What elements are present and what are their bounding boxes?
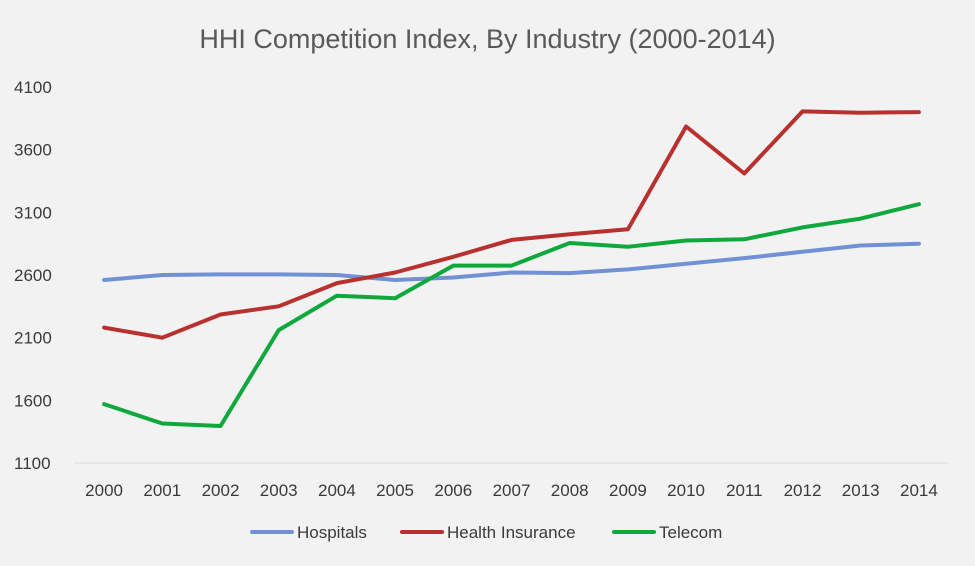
y-tick-label: 2600 (14, 266, 52, 285)
x-tick-label: 2000 (85, 481, 123, 500)
x-tick-label: 2012 (784, 481, 822, 500)
legend-label: Hospitals (297, 523, 367, 542)
series-line-telecom (102, 202, 921, 428)
legend-label: Telecom (659, 523, 722, 542)
x-tick-label: 2001 (143, 481, 181, 500)
chart-title: HHI Competition Index, By Industry (2000… (199, 24, 776, 54)
series-line-health-insurance (102, 109, 921, 340)
x-tick-label: 2008 (551, 481, 589, 500)
x-tick-label: 2007 (493, 481, 531, 500)
y-tick-label: 3100 (14, 203, 52, 222)
x-tick-label: 2002 (202, 481, 240, 500)
legend-label: Health Insurance (447, 523, 576, 542)
y-tick-label: 3600 (14, 141, 52, 160)
x-tick-label: 2004 (318, 481, 356, 500)
x-tick-label: 2013 (842, 481, 880, 500)
x-tick-label: 2010 (667, 481, 705, 500)
y-tick-label: 1100 (14, 454, 51, 473)
x-axis-ticks: 2000 2001 2002 2003 2004 2005 2006 2007 2008 2009… (85, 481, 938, 500)
y-tick-label: 1600 (14, 391, 52, 410)
legend: Hospitals Health Insurance Telecom (250, 523, 722, 542)
series-lines (102, 109, 921, 428)
y-axis-ticks: 1100 1600 2100 2600 3100 3600 4100 (14, 78, 52, 473)
x-tick-label: 2005 (376, 481, 414, 500)
x-tick-label: 2009 (609, 481, 647, 500)
y-tick-label: 4100 (14, 78, 52, 97)
x-tick-label: 2014 (900, 481, 938, 500)
x-tick-label: 2011 (726, 481, 763, 500)
y-tick-label: 2100 (14, 329, 52, 348)
series-line-hospitals (102, 241, 921, 282)
x-tick-label: 2006 (434, 481, 472, 500)
x-tick-label: 2003 (260, 481, 298, 500)
